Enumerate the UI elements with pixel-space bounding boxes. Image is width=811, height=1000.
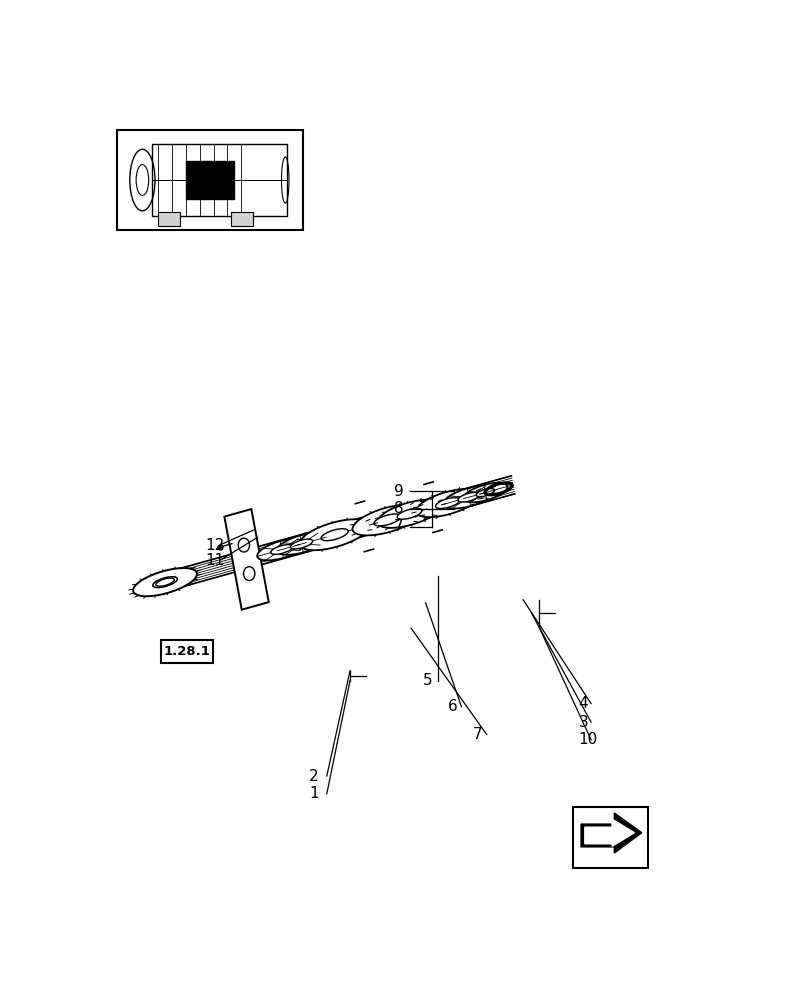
Polygon shape [581,813,641,853]
Text: 3: 3 [577,715,587,730]
Text: 11: 11 [205,553,225,568]
Ellipse shape [152,577,177,588]
Bar [158,212,180,226]
Ellipse shape [374,514,401,526]
Text: 2: 2 [309,769,319,784]
Ellipse shape [133,568,197,596]
Polygon shape [224,509,268,610]
Ellipse shape [475,489,494,497]
Ellipse shape [462,483,507,502]
Polygon shape [584,819,633,846]
Ellipse shape [377,500,441,528]
Ellipse shape [349,516,388,534]
Ellipse shape [457,492,479,502]
Ellipse shape [257,539,306,560]
Ellipse shape [435,498,460,508]
Text: 5: 5 [422,673,431,688]
Ellipse shape [340,519,379,536]
Ellipse shape [290,539,312,549]
Ellipse shape [397,508,422,519]
Text: 10: 10 [577,732,597,747]
Ellipse shape [299,519,369,550]
Bar [161,640,212,663]
Text: 8: 8 [393,501,403,516]
Bar [573,807,647,868]
Ellipse shape [408,500,448,517]
Text: 4: 4 [577,696,587,711]
Bar [230,212,252,226]
Ellipse shape [270,545,293,554]
Ellipse shape [277,533,326,555]
Text: 12: 12 [205,538,225,553]
Ellipse shape [320,529,348,541]
Text: 9: 9 [393,484,403,499]
Text: 7: 7 [472,727,482,742]
Bar [152,144,287,216]
Text: 6: 6 [447,699,457,714]
Ellipse shape [443,486,494,509]
Text: 7: 7 [393,519,403,534]
Ellipse shape [418,497,457,515]
Bar [117,130,303,230]
Bar [187,161,234,199]
Ellipse shape [415,489,479,517]
Text: 1.28.1: 1.28.1 [164,645,210,658]
Text: 1: 1 [309,786,319,801]
Ellipse shape [352,504,422,535]
Ellipse shape [156,578,174,586]
